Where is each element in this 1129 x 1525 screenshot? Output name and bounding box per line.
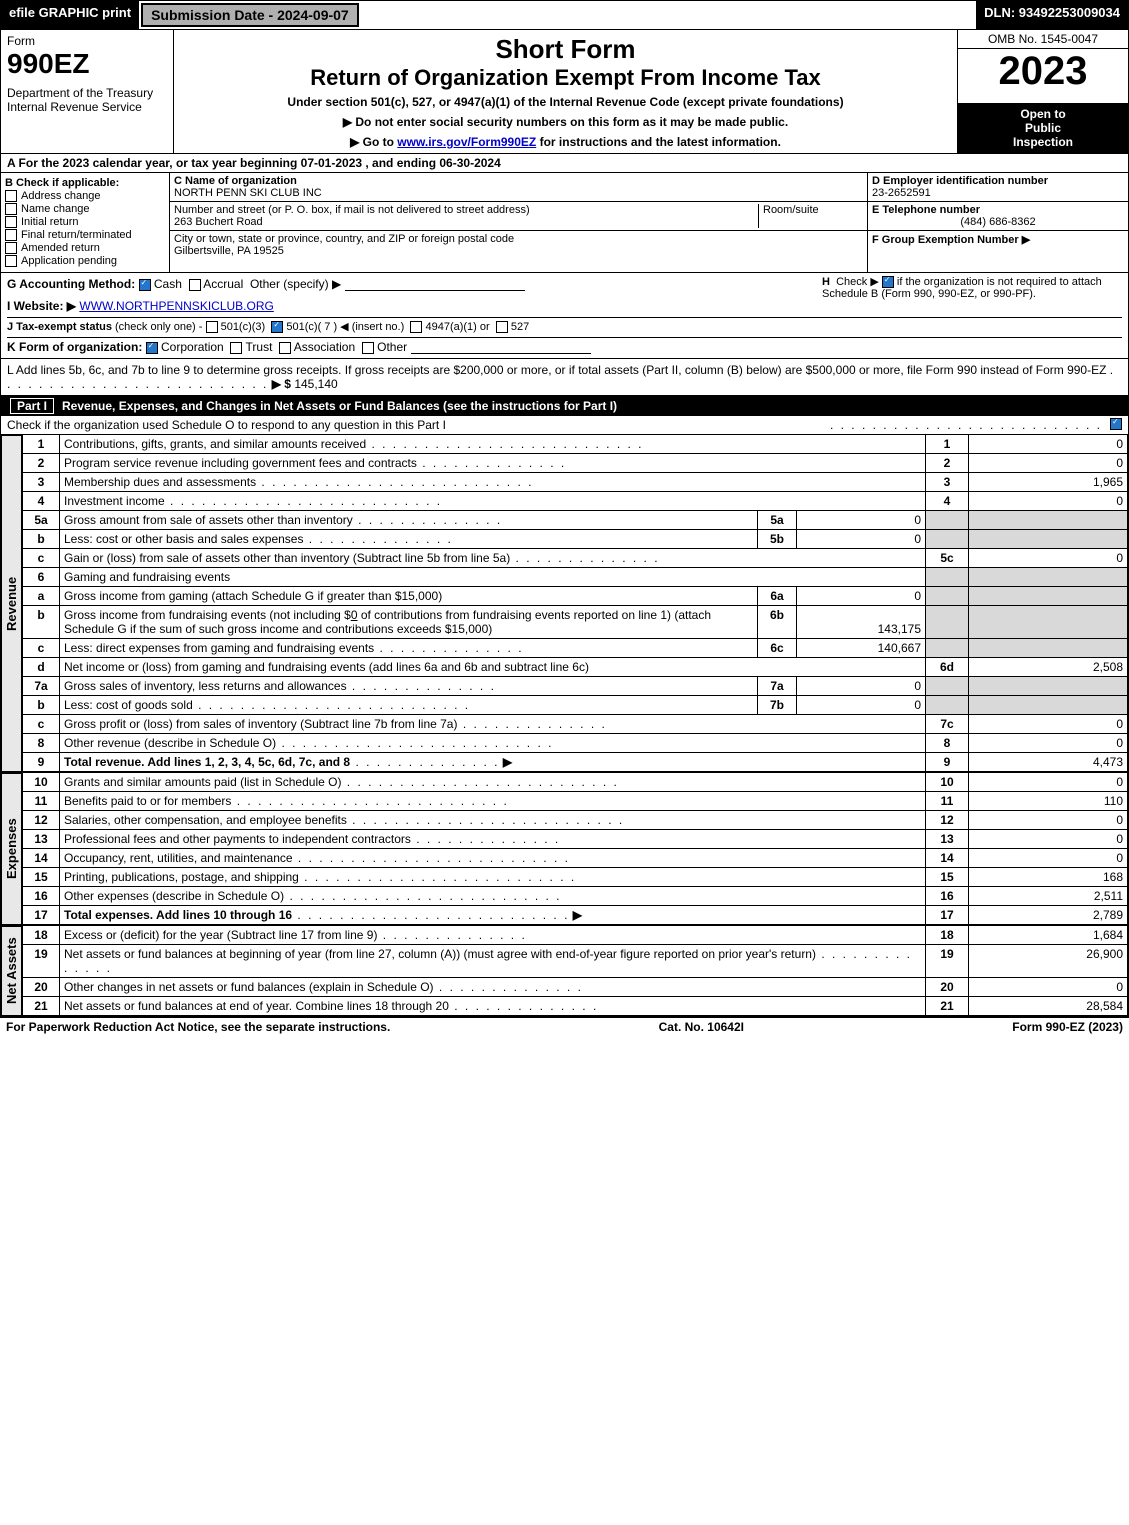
line-7b-value: 0 [797,696,926,715]
website-link[interactable]: WWW.NORTHPENNSKICLUB.ORG [79,299,273,313]
association-checkbox[interactable] [279,342,291,354]
line-5a-value: 0 [797,511,926,530]
line-5c-value: 0 [969,549,1128,568]
part-1-header: Part I Revenue, Expenses, and Changes in… [0,396,1129,416]
line-9-value: 4,473 [969,753,1128,772]
line-12-value: 0 [969,811,1128,830]
instr-1: ▶ Do not enter social security numbers o… [178,115,953,129]
section-h: H Check ▶ if the organization is not req… [822,275,1122,300]
page-footer: For Paperwork Reduction Act Notice, see … [0,1017,1129,1036]
org-name: NORTH PENN SKI CLUB INC [174,187,863,199]
schedule-b-not-required-checkbox[interactable] [882,276,894,288]
line-6b-contrib: 0 [351,608,358,622]
line-2-value: 0 [969,454,1128,473]
form-title: Return of Organization Exempt From Incom… [178,65,953,91]
accrual-checkbox[interactable] [189,279,201,291]
paperwork-notice: For Paperwork Reduction Act Notice, see … [6,1020,390,1034]
line-3-value: 1,965 [969,473,1128,492]
irs-link[interactable]: www.irs.gov/Form990EZ [397,135,536,149]
line-5b-value: 0 [797,530,926,549]
gross-receipts: 145,140 [294,377,337,391]
line-8-value: 0 [969,734,1128,753]
line-13-value: 0 [969,830,1128,849]
line-18-value: 1,684 [969,926,1128,945]
form-subtitle: Under section 501(c), 527, or 4947(a)(1)… [178,95,953,109]
net-assets-label: Net Assets [1,926,22,1016]
dept-label: Department of the Treasury Internal Reve… [7,86,167,114]
501c3-checkbox[interactable] [206,321,218,333]
schedule-o-checkbox[interactable] [1110,418,1122,430]
trust-checkbox[interactable] [230,342,242,354]
line-6b-value: 143,175 [797,606,926,639]
4947-checkbox[interactable] [410,321,422,333]
line-7a-value: 0 [797,677,926,696]
address-change-checkbox[interactable] [5,190,17,202]
submission-date: Submission Date - 2024-09-07 [141,3,359,27]
section-bcdef: B Check if applicable: Address change Na… [0,173,1129,273]
efile-label: efile GRAPHIC print [1,1,139,29]
line-6a-value: 0 [797,587,926,606]
527-checkbox[interactable] [496,321,508,333]
line-15-value: 168 [969,868,1128,887]
501c-checkbox[interactable] [271,321,283,333]
amended-return-checkbox[interactable] [5,242,17,254]
line-16-value: 2,511 [969,887,1128,906]
line-6d-value: 2,508 [969,658,1128,677]
expenses-table: 10Grants and similar amounts paid (list … [22,773,1128,925]
ein: 23-2652591 [872,187,1124,199]
short-form-label: Short Form [178,34,953,65]
revenue-label: Revenue [1,435,22,772]
line-19-value: 26,900 [969,945,1128,978]
initial-return-checkbox[interactable] [5,216,17,228]
net-assets-table: 18Excess or (deficit) for the year (Subt… [22,926,1128,1016]
form-number: 990EZ [7,48,167,80]
cash-checkbox[interactable] [139,279,151,291]
phone: (484) 686-8362 [872,216,1124,228]
section-a: A For the 2023 calendar year, or tax yea… [0,154,1129,173]
line-11-value: 110 [969,792,1128,811]
dln-label: DLN: 93492253009034 [976,1,1128,29]
section-def: D Employer identification number 23-2652… [867,173,1128,272]
line-14-value: 0 [969,849,1128,868]
line-20-value: 0 [969,978,1128,997]
revenue-table: 1Contributions, gifts, grants, and simil… [22,435,1128,772]
section-b: B Check if applicable: Address change Na… [1,173,170,272]
form-word: Form [7,34,167,48]
final-return-checkbox[interactable] [5,229,17,241]
name-change-checkbox[interactable] [5,203,17,215]
section-c: C Name of organization NORTH PENN SKI CL… [170,173,867,272]
top-bar: efile GRAPHIC print Submission Date - 20… [0,0,1129,30]
street-address: 263 Buchert Road [174,216,758,228]
instr-2: ▶ Go to www.irs.gov/Form990EZ for instru… [178,135,953,149]
line-17-value: 2,789 [969,906,1128,925]
cat-number: Cat. No. 10642I [659,1020,744,1034]
corporation-checkbox[interactable] [146,342,158,354]
application-pending-checkbox[interactable] [5,255,17,267]
section-ghijk: G Accounting Method: Cash Accrual Other … [0,273,1129,359]
line-4-value: 0 [969,492,1128,511]
line-6c-value: 140,667 [797,639,926,658]
line-10-value: 0 [969,773,1128,792]
form-ref: Form 990-EZ (2023) [1012,1020,1123,1034]
line-7c-value: 0 [969,715,1128,734]
open-public-box: Open to Public Inspection [958,103,1128,153]
section-l: L Add lines 5b, 6c, and 7b to line 9 to … [0,359,1129,396]
line-21-value: 28,584 [969,997,1128,1016]
city-state-zip: Gilbertsville, PA 19525 [174,245,863,257]
line-1-value: 0 [969,435,1128,454]
form-header: Form 990EZ Department of the Treasury In… [0,30,1129,154]
tax-year: 2023 [958,49,1128,103]
omb-number: OMB No. 1545-0047 [958,30,1128,49]
other-org-checkbox[interactable] [362,342,374,354]
expenses-label: Expenses [1,773,22,925]
